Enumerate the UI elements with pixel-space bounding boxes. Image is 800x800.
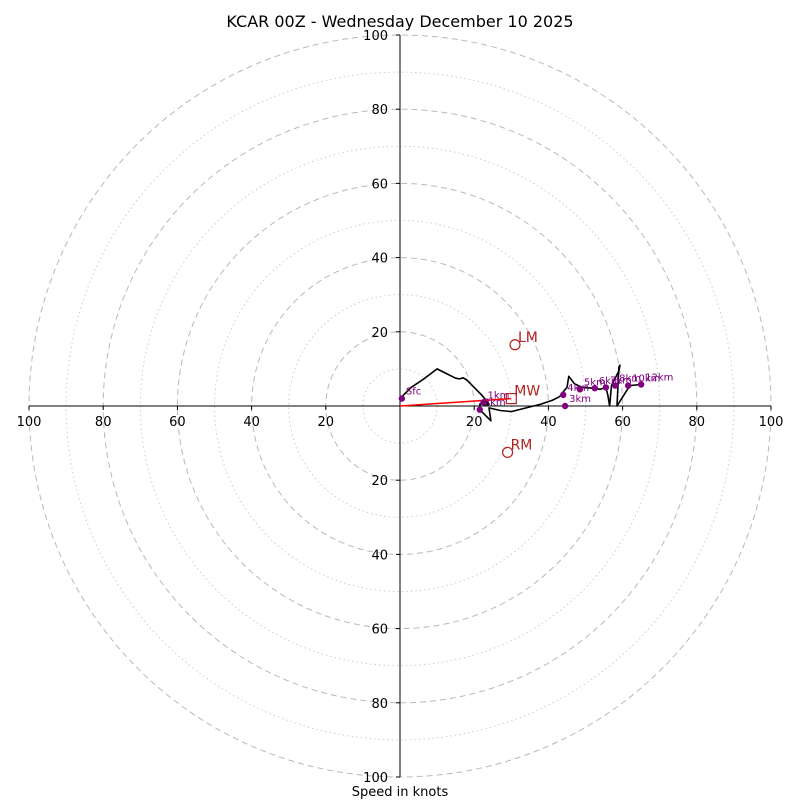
height-label-sfc: Sfc — [406, 387, 421, 398]
x-tick-label-right-20: 20 — [466, 415, 483, 430]
x-tick-label-left-20: 20 — [318, 415, 335, 430]
y-tick-label-top-60: 60 — [371, 177, 388, 192]
x-axis-label: Speed in knots — [352, 785, 449, 800]
height-label-7km: 7km — [610, 375, 632, 386]
y-tick-label-top-100: 100 — [363, 29, 388, 44]
storm-motion-markers: LM RM MW — [501, 330, 540, 458]
height-label-1km: 1km — [487, 390, 509, 401]
x-tick-label-right-100: 100 — [759, 415, 784, 430]
chart-title: KCAR 00Z - Wednesday December 10 2025 — [226, 12, 573, 31]
height-marker-3km — [561, 402, 569, 410]
height-label-3km: 3km — [569, 394, 591, 405]
height-label-8km: 8km — [619, 374, 641, 385]
height-marker-5km — [576, 386, 584, 393]
y-tick-label-bottom-60: 60 — [371, 623, 388, 638]
y-tick-label-top-20: 20 — [371, 326, 388, 341]
x-tick-label-right-80: 80 — [689, 415, 706, 430]
storm-motion-label-mw: MW — [514, 384, 540, 400]
y-tick-label-bottom-20: 20 — [371, 474, 388, 489]
storm-motion-marker-mw — [505, 392, 517, 405]
mean-wind-line — [399, 397, 512, 407]
y-tick-label-top-80: 80 — [371, 103, 388, 118]
storm-motion-marker-rm — [501, 446, 514, 458]
height-marker-4km — [560, 391, 567, 399]
height-label-6km: 6km — [599, 376, 621, 387]
height-marker-7km — [602, 384, 610, 391]
x-tick-label-left-40: 40 — [243, 415, 260, 430]
height-label-2km: 2km — [484, 398, 506, 409]
storm-motion-label-rm: RM — [511, 437, 533, 453]
hodograph-trace — [399, 364, 642, 422]
height-label-10km: 10km — [632, 374, 660, 385]
y-tick-label-bottom-40: 40 — [371, 548, 388, 563]
storm-motion-label-lm: LM — [518, 330, 538, 346]
x-tick-label-left-100: 100 — [17, 415, 42, 430]
height-marker-6km — [591, 384, 598, 392]
height-marker-12km — [637, 381, 645, 388]
x-tick-label-left-60: 60 — [169, 415, 186, 430]
storm-motion-marker-lm — [509, 339, 521, 351]
tick-labels: 100 100 100 80 80 80 60 60 60 40 40 40 20 20 20 20 40 60 8… — [17, 29, 784, 786]
height-marker-10km — [624, 382, 632, 389]
x-tick-label-right-60: 60 — [614, 415, 631, 430]
x-tick-label-left-80: 80 — [95, 415, 112, 430]
height-markers: Sfc1km2km3km4km5km6km7km8km10km12km — [398, 372, 673, 413]
x-tick-label-right-40: 40 — [540, 415, 557, 430]
height-label-5km: 5km — [584, 377, 606, 388]
height-marker-2km — [476, 406, 483, 413]
y-tick-label-bottom-80: 80 — [371, 697, 388, 712]
height-marker-1km — [480, 399, 487, 406]
y-tick-label-bottom-100: 100 — [363, 771, 388, 786]
y-tick-label-top-40: 40 — [371, 252, 388, 267]
height-label-12km: 12km — [645, 372, 673, 383]
mean-wind-vector — [399, 397, 512, 407]
height-marker-8km — [611, 382, 619, 389]
hodograph-line — [399, 364, 642, 422]
height-marker-sfc — [398, 395, 406, 402]
